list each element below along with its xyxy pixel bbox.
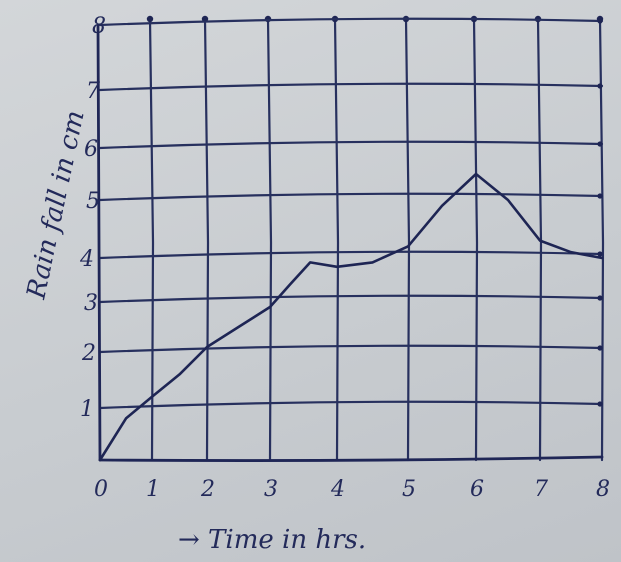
grid-line-y-6 (98, 140, 604, 150)
y-tick-label-6: 6 (84, 137, 98, 162)
grid-line-y-3 (98, 294, 604, 304)
x-tick-label-8: 8 (596, 477, 610, 502)
horizontal-grid-lines (98, 17, 604, 410)
x-axis-label: → Time in hrs. (178, 525, 366, 555)
y-tick-label-4: 4 (79, 247, 94, 272)
y-tick-label-2: 2 (81, 341, 96, 366)
grid-dot-y-2 (597, 345, 603, 351)
grid-line-x-8 (598, 17, 605, 462)
x-tick-label-2: 2 (200, 477, 215, 502)
grid-line-y-7 (98, 82, 604, 92)
rainfall-series-line (98, 172, 604, 462)
grid-dot-y-1 (597, 401, 603, 407)
grid-dot-y-8 (597, 18, 603, 24)
x-tick-label-5: 5 (402, 477, 416, 502)
series-group (98, 172, 604, 462)
grid-line-y-1 (98, 400, 604, 410)
grid-line-x-7 (536, 17, 543, 462)
vertical-grid-lines (146, 15, 605, 462)
x-axis-line (98, 455, 604, 462)
x-tick-labels: 0 1 2 3 4 5 6 7 8 (94, 477, 610, 502)
grid-line-y-5 (98, 192, 604, 202)
x-tick-label-1: 1 (146, 477, 160, 502)
grid-line-x-4 (333, 17, 340, 462)
y-tick-labels: 1 2 3 4 5 6 7 8 (79, 14, 106, 422)
grid-line-x-5 (404, 17, 411, 462)
grid-line-y-8 (98, 17, 604, 27)
y-axis-line (96, 23, 102, 462)
grid-dot-y-4 (597, 251, 603, 257)
y-tick-label-8: 8 (92, 14, 106, 39)
grid-line-y-2 (98, 344, 604, 354)
x-tick-label-6: 6 (470, 477, 484, 502)
x-tick-label-3: 3 (264, 477, 278, 502)
y-tick-label-3: 3 (84, 291, 98, 316)
x-tick-label-0: 0 (94, 477, 108, 502)
grid-dot-y-6 (597, 141, 603, 147)
grid-line-x-2 (203, 17, 210, 462)
y-tick-label-7: 7 (86, 79, 100, 104)
grid-line-y-4 (98, 250, 604, 260)
axes (96, 23, 604, 462)
y-tick-label-5: 5 (86, 189, 100, 214)
grid-dot-y-5 (597, 193, 603, 199)
y-axis-label: Rain fall in cm (21, 108, 90, 303)
grid-dot-y-3 (597, 295, 603, 301)
grid-dot-y-7 (597, 83, 603, 89)
x-tick-label-4: 4 (330, 477, 345, 502)
x-tick-label-7: 7 (534, 477, 548, 502)
grid-line-x-3 (266, 17, 273, 462)
grid-line-x-6 (472, 17, 479, 462)
grid-line-x-1 (148, 17, 155, 462)
y-tick-label-1: 1 (80, 397, 94, 422)
grid-dot-x-1 (146, 15, 154, 23)
